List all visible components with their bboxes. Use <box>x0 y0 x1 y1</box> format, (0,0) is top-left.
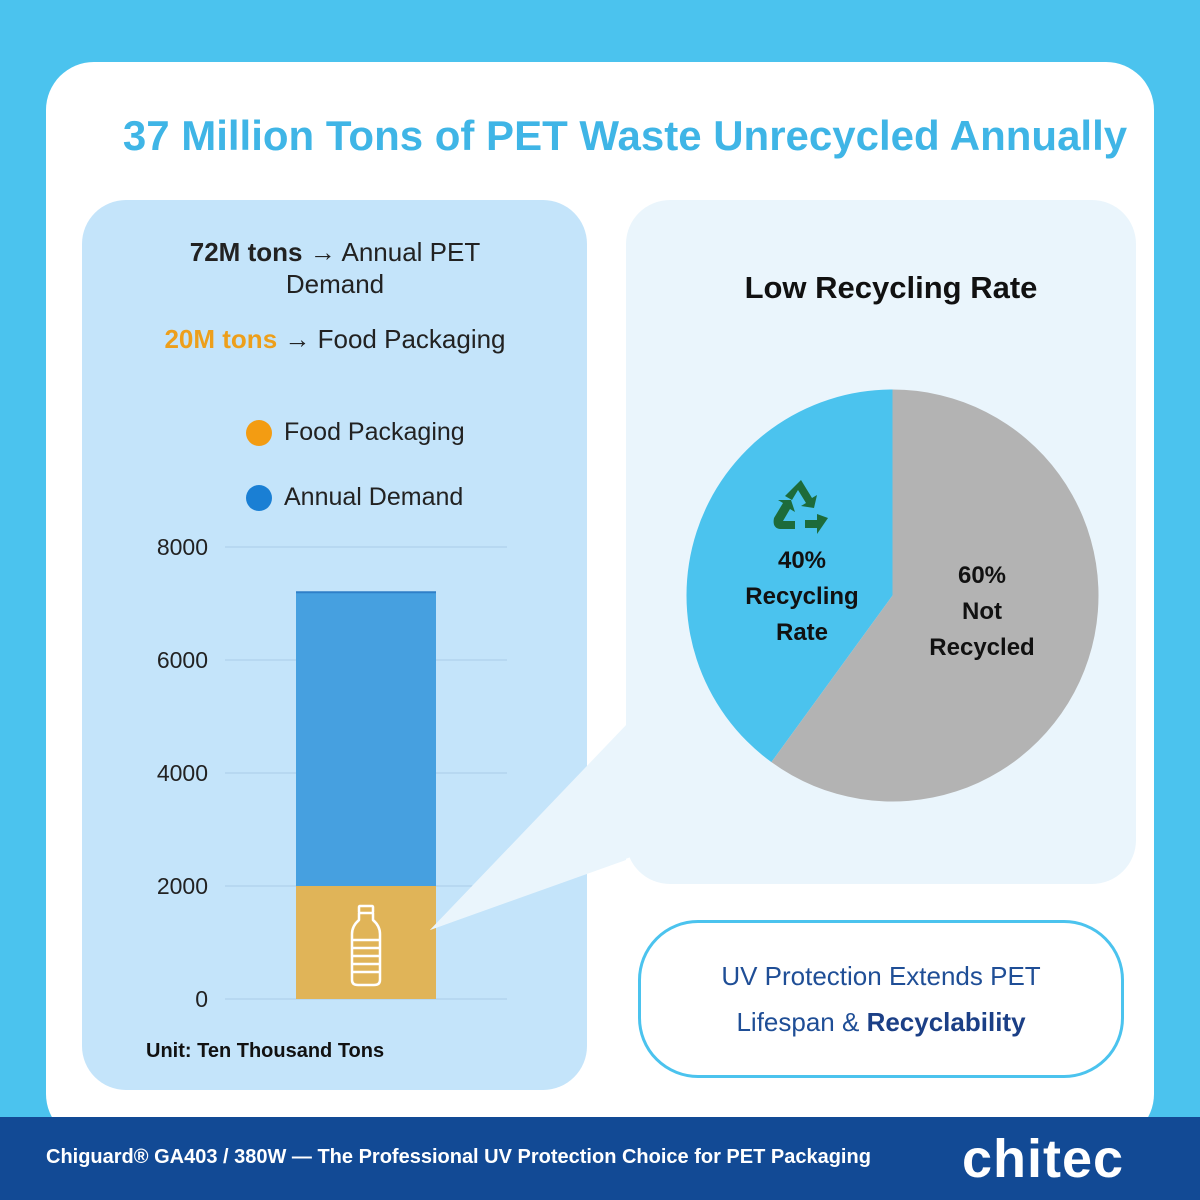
uv-text-prefix: Lifespan & <box>736 1007 860 1037</box>
pie-slice <box>771 389 1099 802</box>
callout-shape <box>430 700 650 930</box>
not-recycled-percent: 60% <box>957 562 1007 589</box>
legend-item-food-packaging: Food Packaging <box>246 418 465 447</box>
y-tick-label: 4000 <box>157 760 208 786</box>
uv-protection-text: UV Protection Extends PET Lifespan & Rec… <box>721 953 1040 1045</box>
recycle-icon <box>773 480 828 534</box>
legend-label: Food Packaging <box>284 418 465 446</box>
legend-label: Annual Demand <box>284 483 464 511</box>
uv-text-line2: Lifespan & Recyclability <box>721 999 1040 1045</box>
unit-label: Unit: Ten Thousand Tons <box>146 1040 385 1062</box>
annual-demand-value: 72M tons <box>189 237 303 267</box>
pie-slice <box>686 389 893 763</box>
annual-demand-statement: 72M tons → Annual PET Demand <box>150 236 520 300</box>
callout-shape <box>430 726 626 930</box>
annual-demand-text: → Annual PET Demand <box>285 237 481 299</box>
food-packaging-value: 20M tons <box>164 324 278 354</box>
food-packaging-statement: 20M tons → Food Packaging <box>110 324 560 355</box>
pie-title: Low Recycling Rate <box>744 270 1038 305</box>
y-tick-label: 6000 <box>157 647 208 673</box>
uv-text-line1: UV Protection Extends PET <box>721 961 1041 991</box>
food-packaging-text: → Food Packaging <box>284 324 506 354</box>
not-recycled-text-1: Not <box>962 598 1002 625</box>
footer-bar <box>0 1117 1200 1200</box>
legend-swatch-orange <box>246 419 272 446</box>
stacked-bar-chart: 0 2000 4000 6000 8000 <box>157 534 507 1012</box>
y-tick-label: 2000 <box>157 873 208 899</box>
legend-swatch-blue <box>246 484 272 511</box>
y-tick-label: 0 <box>195 986 208 1012</box>
not-recycled-label: 60% Not Recycled <box>911 558 1053 666</box>
y-tick-label: 8000 <box>157 534 208 560</box>
bottle-icon <box>350 904 382 987</box>
uv-protection-callout: UV Protection Extends PET Lifespan & Rec… <box>638 920 1124 1078</box>
recycled-text-2: Rate <box>775 619 829 646</box>
bar-segment <box>296 886 436 999</box>
bottle-body <box>350 913 382 987</box>
uv-text-strong: Recyclability <box>866 1007 1026 1037</box>
bar-segment <box>296 592 436 886</box>
callout-wedge <box>430 700 650 930</box>
callout-wedge-overlay <box>430 726 626 930</box>
page-title: 37 Million Tons of PET Waste Unrecycled … <box>122 112 1128 159</box>
legend-item-annual-demand: Annual Demand <box>246 483 463 512</box>
recycled-percent: 40% <box>777 547 827 574</box>
recycling-pie-chart <box>686 389 1099 802</box>
chitec-logo: chitec <box>962 1129 1125 1189</box>
recycled-text-1: Recycling <box>745 583 859 610</box>
footer-tagline: Chiguard® GA403 / 380W — The Professiona… <box>46 1146 871 1168</box>
bottle-cap <box>357 904 375 915</box>
not-recycled-text-2: Recycled <box>929 634 1035 661</box>
recycled-label: 40% Recycling Rate <box>731 543 873 651</box>
